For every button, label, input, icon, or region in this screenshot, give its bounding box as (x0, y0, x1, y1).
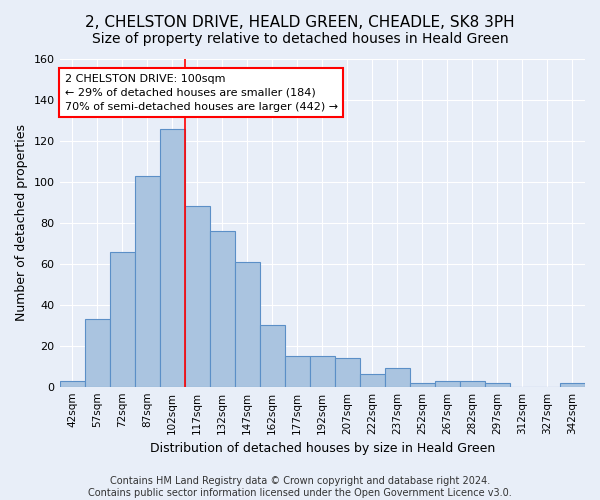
Bar (360, 374, 385, 386)
Bar (335, 358, 360, 386)
Bar (260, 325, 285, 386)
Bar (385, 368, 410, 386)
Text: Size of property relative to detached houses in Heald Green: Size of property relative to detached ho… (92, 32, 508, 46)
Bar (59, 380, 85, 386)
Bar (285, 356, 310, 386)
X-axis label: Distribution of detached houses by size in Heald Green: Distribution of detached houses by size … (149, 442, 495, 455)
Bar (209, 231, 235, 386)
Bar (560, 382, 585, 386)
Bar (185, 206, 209, 386)
Bar (110, 252, 134, 386)
Text: Contains HM Land Registry data © Crown copyright and database right 2024.
Contai: Contains HM Land Registry data © Crown c… (88, 476, 512, 498)
Bar (134, 176, 160, 386)
Bar (235, 262, 260, 386)
Text: 2 CHELSTON DRIVE: 100sqm
← 29% of detached houses are smaller (184)
70% of semi-: 2 CHELSTON DRIVE: 100sqm ← 29% of detach… (65, 74, 338, 112)
Bar (310, 356, 335, 386)
Bar (410, 382, 435, 386)
Bar (160, 128, 185, 386)
Bar (485, 382, 510, 386)
Y-axis label: Number of detached properties: Number of detached properties (15, 124, 28, 322)
Bar (85, 319, 110, 386)
Text: 2, CHELSTON DRIVE, HEALD GREEN, CHEADLE, SK8 3PH: 2, CHELSTON DRIVE, HEALD GREEN, CHEADLE,… (85, 15, 515, 30)
Bar (460, 380, 485, 386)
Bar (435, 380, 460, 386)
